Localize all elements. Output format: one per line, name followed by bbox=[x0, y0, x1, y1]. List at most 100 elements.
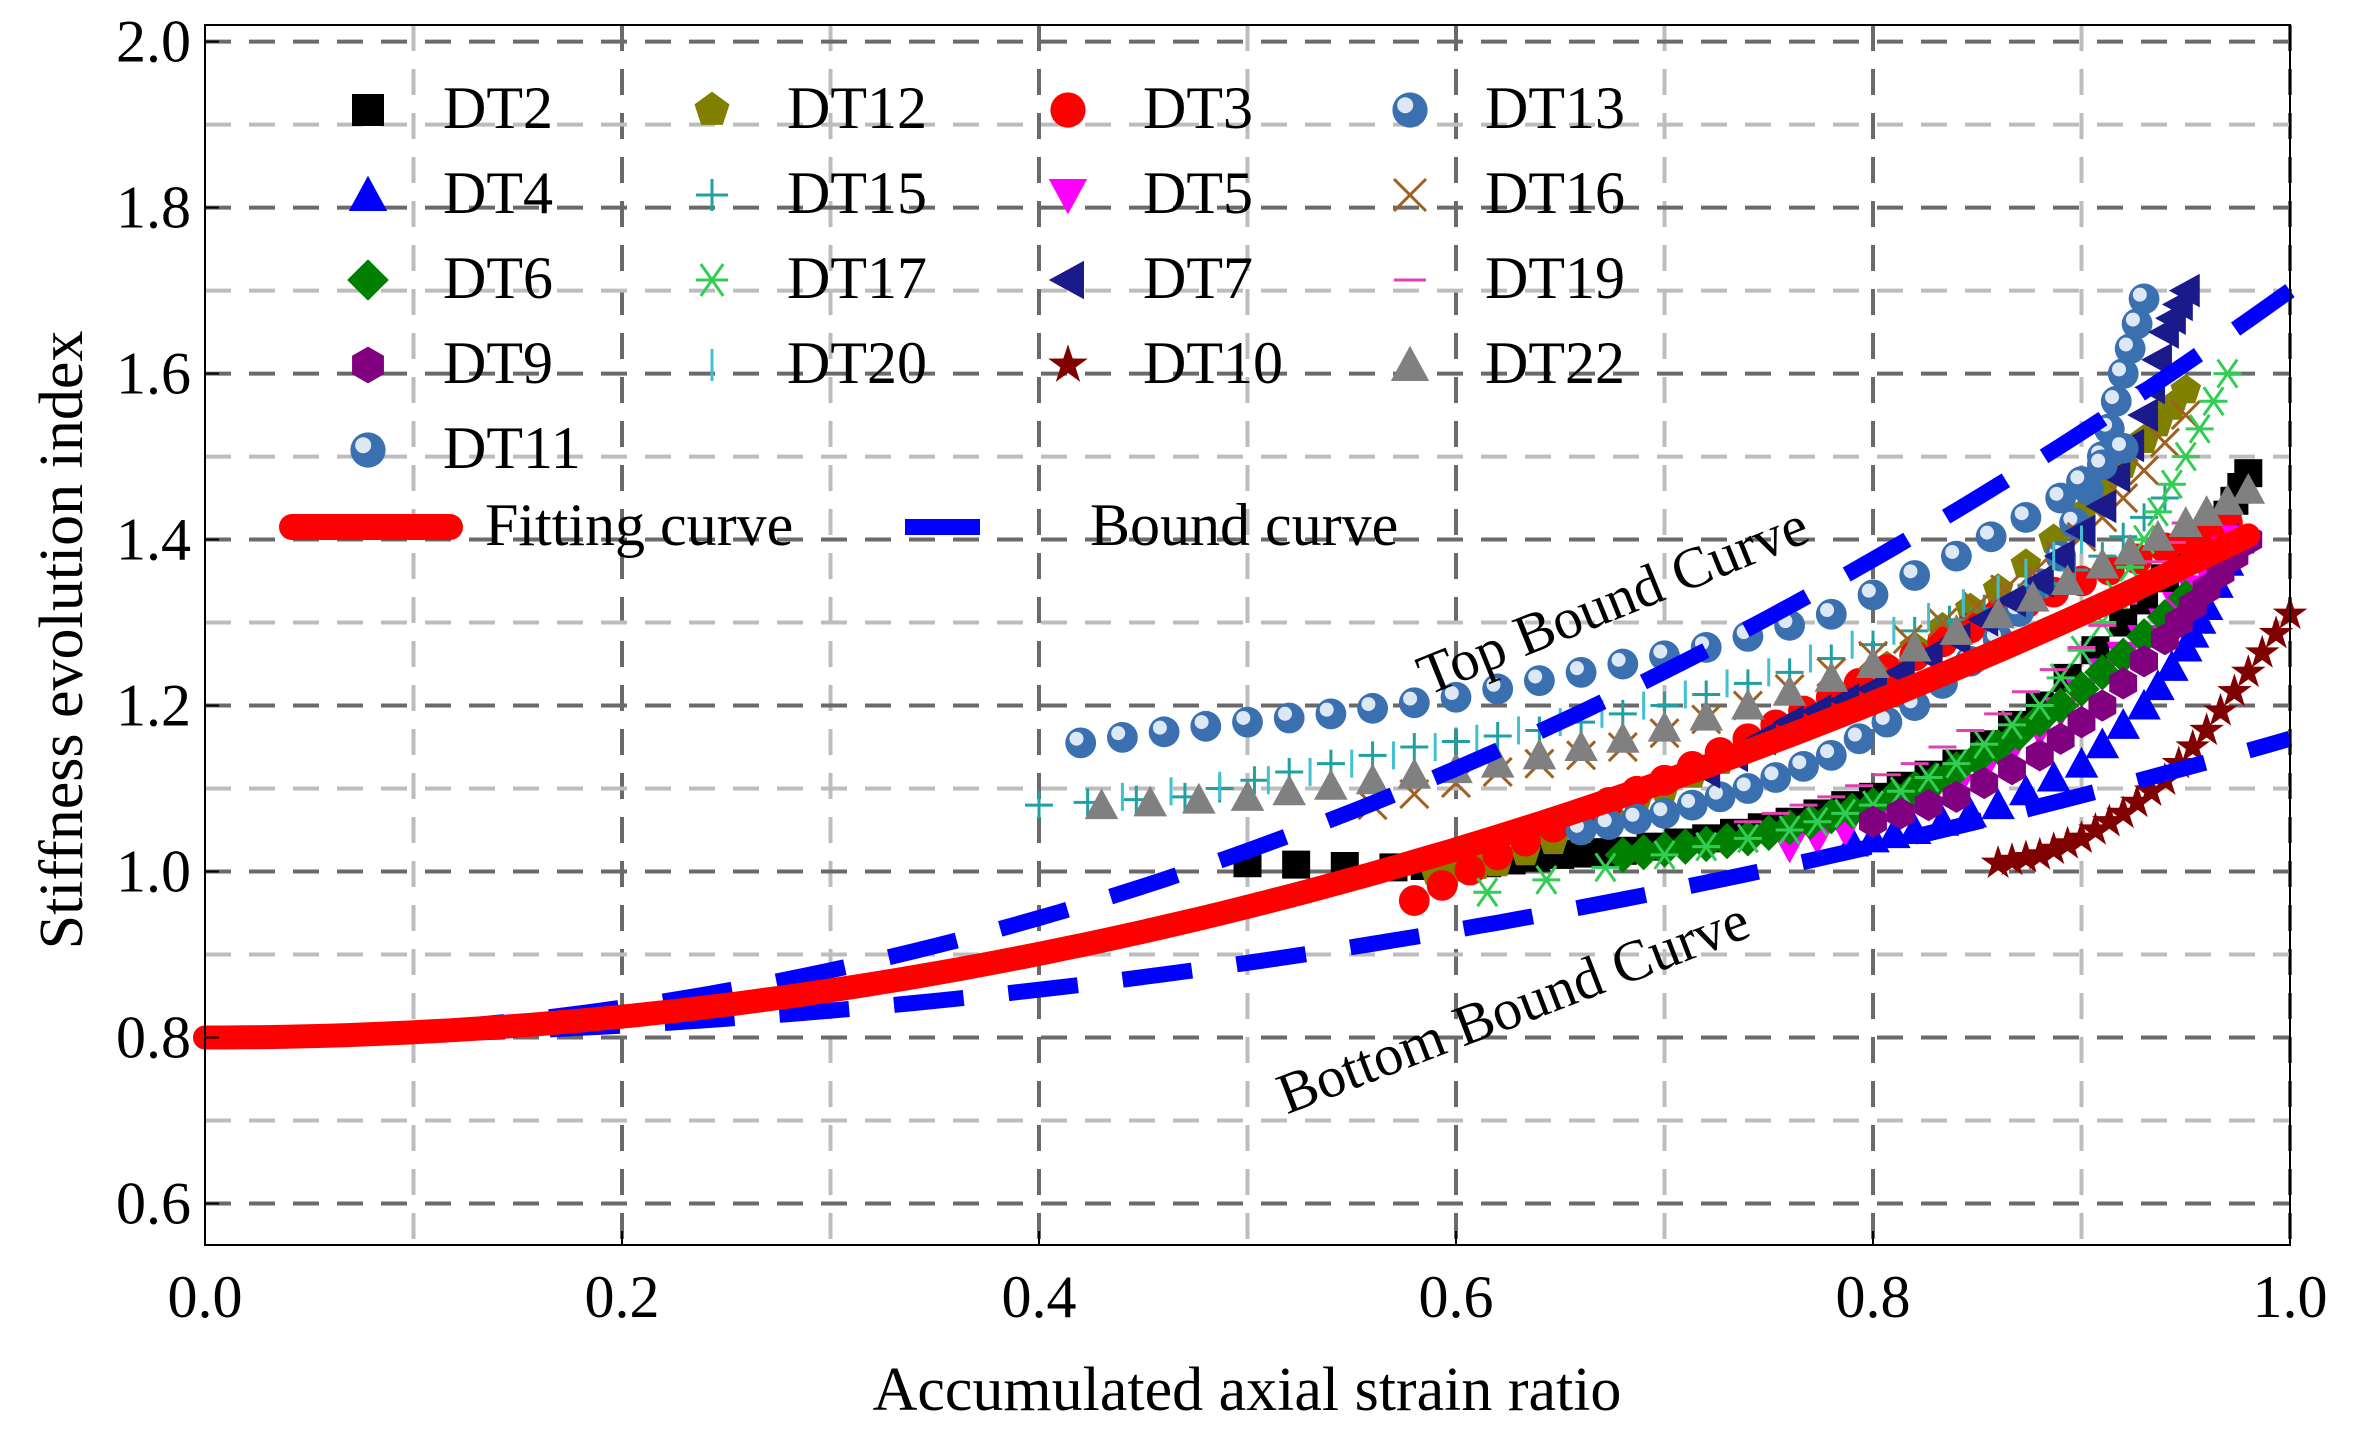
data-point bbox=[2128, 283, 2160, 315]
legend-label: DT9 bbox=[443, 330, 553, 396]
data-point bbox=[1473, 877, 1502, 908]
data-point bbox=[1981, 788, 2015, 820]
legend-item-dt3: DT3 bbox=[1050, 75, 1253, 141]
data-point bbox=[1857, 579, 1889, 611]
data-point bbox=[2100, 385, 2132, 417]
legend-label: DT16 bbox=[1485, 160, 1625, 226]
legend-label: DT4 bbox=[443, 160, 553, 226]
legend-label: DT3 bbox=[1143, 75, 1253, 141]
legend-label: DT11 bbox=[443, 415, 581, 481]
data-point bbox=[1998, 753, 2026, 786]
data-point bbox=[2008, 839, 2044, 873]
data-point bbox=[2050, 564, 2085, 596]
legend-item-dt22: DT22 bbox=[1390, 330, 1625, 396]
data-point bbox=[2170, 374, 2202, 404]
legend-item-dt2: DT2 bbox=[352, 75, 553, 141]
data-point bbox=[1314, 768, 1348, 800]
legend-label: DT2 bbox=[443, 75, 553, 141]
data-point bbox=[1426, 869, 1458, 901]
data-point bbox=[1522, 738, 1557, 770]
data-point bbox=[1979, 728, 2017, 766]
data-point bbox=[1875, 778, 1913, 816]
legend-label: DT6 bbox=[443, 245, 553, 311]
data-point bbox=[1230, 780, 1265, 811]
data-point bbox=[1593, 809, 1625, 840]
data-point bbox=[2141, 342, 2172, 377]
data-point bbox=[1914, 789, 1943, 822]
data-point bbox=[1731, 688, 1765, 720]
series-dt20 bbox=[1120, 525, 2083, 811]
legend-item-dt9: DT9 bbox=[352, 330, 553, 396]
data-point bbox=[2127, 398, 2159, 432]
data-point bbox=[1970, 766, 1999, 800]
data-point bbox=[2085, 489, 2117, 524]
x-tick-label: 0.6 bbox=[1419, 1264, 1494, 1330]
y-tick-label: 0.6 bbox=[116, 1171, 191, 1237]
y-tick-label: 1.0 bbox=[116, 839, 191, 905]
legend-marker bbox=[694, 91, 730, 125]
data-point bbox=[2141, 669, 2175, 701]
y-tick-label: 1.2 bbox=[116, 673, 191, 739]
series-dt9 bbox=[1859, 523, 2263, 838]
data-point bbox=[2085, 547, 2120, 579]
series-dt17 bbox=[1473, 358, 2242, 908]
data-point bbox=[1182, 782, 1216, 814]
legend-label: DT19 bbox=[1485, 245, 1625, 311]
data-point bbox=[1025, 791, 1053, 820]
data-point bbox=[1939, 614, 1974, 645]
data-point bbox=[1941, 540, 1972, 572]
legend-marker bbox=[1392, 92, 1428, 128]
legend-marker bbox=[350, 432, 386, 468]
data-point bbox=[1942, 780, 1971, 813]
data-point bbox=[1282, 850, 1311, 879]
data-point bbox=[2043, 539, 2075, 573]
data-point bbox=[1899, 560, 1931, 591]
data-point bbox=[1591, 852, 1620, 883]
data-point bbox=[1400, 733, 1429, 762]
data-point bbox=[1896, 770, 1933, 807]
legend-item-dt4: DT4 bbox=[348, 160, 553, 226]
data-point bbox=[2036, 760, 2071, 792]
legend-label: DT15 bbox=[787, 160, 927, 226]
legend-label: DT7 bbox=[1143, 245, 1253, 311]
legend-marker bbox=[1050, 92, 1086, 128]
data-point bbox=[1760, 762, 1792, 793]
data-point bbox=[2114, 333, 2146, 365]
data-point bbox=[1272, 774, 1306, 806]
data-point bbox=[2189, 495, 2224, 526]
data-point bbox=[1803, 806, 1832, 837]
legend-item-dt19: DT19 bbox=[1394, 245, 1625, 311]
data-point bbox=[1482, 673, 1514, 705]
data-point bbox=[1733, 823, 1762, 854]
data-point bbox=[1621, 803, 1653, 835]
data-point bbox=[1647, 710, 1682, 742]
legend-label: DT13 bbox=[1485, 75, 1625, 141]
data-point bbox=[1524, 665, 1555, 697]
data-point bbox=[1917, 762, 1954, 799]
data-point bbox=[1240, 766, 1269, 795]
legend-label: DT12 bbox=[787, 75, 927, 141]
data-point bbox=[1480, 746, 1515, 778]
x-tick-label: 0.4 bbox=[1002, 1264, 1077, 1330]
legend-item-dt16: DT16 bbox=[1392, 160, 1625, 226]
data-point bbox=[1981, 597, 2015, 629]
series-dt7 bbox=[1689, 273, 2200, 789]
legend-item-dt7: DT7 bbox=[1048, 245, 1253, 311]
data-point bbox=[2088, 689, 2117, 722]
data-point bbox=[2107, 358, 2139, 389]
data-point bbox=[1148, 716, 1180, 748]
data-point bbox=[2067, 635, 2096, 666]
legend-marker bbox=[352, 94, 384, 126]
data-point bbox=[2157, 469, 2186, 500]
legend: DT2 DT12 DT3 DT13 DT4 DT15 DT5 DT16 DT6 DT17 DT7 DT… bbox=[279, 75, 1625, 558]
data-point bbox=[2022, 836, 2058, 870]
data-point bbox=[1970, 729, 1999, 760]
data-point bbox=[2050, 825, 2085, 859]
data-point bbox=[2109, 667, 2138, 700]
data-point bbox=[1607, 648, 1639, 680]
data-point bbox=[1565, 656, 1597, 688]
y-tick-label: 1.8 bbox=[116, 175, 191, 241]
data-point bbox=[1815, 739, 1847, 771]
data-point bbox=[2113, 533, 2147, 565]
